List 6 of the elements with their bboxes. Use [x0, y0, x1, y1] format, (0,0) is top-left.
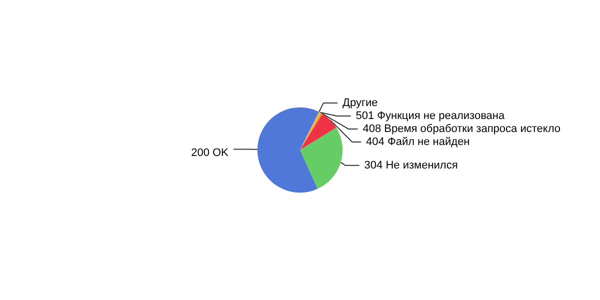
slice-label: 200 OK: [191, 146, 230, 159]
slice-label: Другие: [342, 96, 378, 109]
slice-label: 404 Файл не найден: [366, 136, 470, 148]
slice-label: 501 Функция не реализована: [356, 110, 506, 122]
slice-label: 408 Время обработки запроса истекло: [362, 122, 560, 135]
slice-label: 304 Не изменился: [364, 159, 458, 172]
